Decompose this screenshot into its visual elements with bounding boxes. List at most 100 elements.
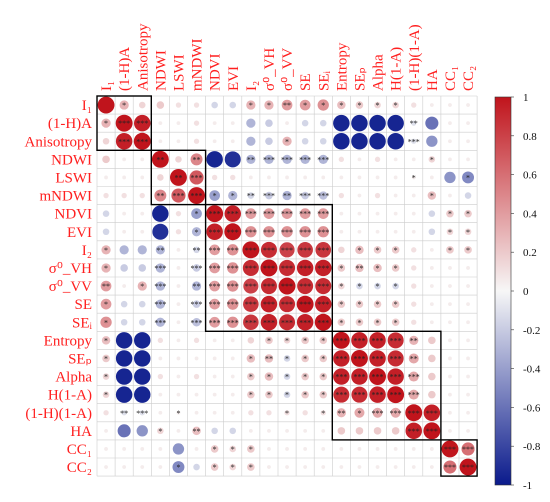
column-label: SE	[298, 73, 314, 91]
correlation-circle	[230, 338, 235, 343]
correlation-circle	[374, 101, 381, 109]
correlation-circle	[260, 295, 278, 313]
correlation-circle	[265, 390, 273, 399]
significance-label: *	[466, 210, 470, 219]
correlation-circle	[133, 132, 151, 150]
correlation-circle	[158, 392, 163, 397]
significance-label: ***	[317, 155, 329, 164]
correlation-circle	[155, 281, 165, 291]
correlation-circle	[301, 119, 309, 127]
correlation-circle	[337, 264, 346, 272]
significance-label: *	[448, 246, 452, 255]
correlation-circle	[193, 337, 200, 344]
significance-label: **	[102, 282, 110, 291]
correlation-circle	[411, 157, 416, 162]
significance-label: *	[285, 391, 289, 400]
correlation-circle	[429, 103, 434, 107]
legend-tick-label: -0.4	[523, 364, 541, 376]
significance-label: *	[321, 101, 325, 110]
significance-label: ***	[317, 228, 329, 237]
significance-label: *	[321, 373, 325, 382]
correlation-circle	[266, 410, 272, 416]
significance-label: *	[466, 173, 470, 182]
correlation-circle	[285, 428, 289, 433]
correlation-circle	[279, 314, 296, 331]
significance-label: *	[303, 391, 307, 400]
significance-label: *	[195, 210, 199, 219]
significance-label: ***	[118, 137, 130, 146]
significance-label: *	[376, 264, 380, 273]
correlation-circle	[191, 227, 202, 237]
correlation-circle	[448, 338, 452, 343]
cluster-box	[150, 149, 207, 206]
significance-label: ***	[191, 318, 203, 327]
correlation-circle	[245, 226, 257, 238]
correlation-circle	[446, 246, 454, 254]
correlation-circle	[446, 228, 454, 236]
correlation-circle	[193, 120, 200, 126]
correlation-circle	[139, 192, 145, 199]
significance-label: **	[410, 354, 418, 363]
correlation-circle	[375, 447, 380, 451]
correlation-circle	[411, 265, 417, 271]
correlation-circle	[176, 302, 181, 307]
correlation-circle	[297, 278, 314, 295]
significance-label: *	[267, 101, 271, 110]
correlation-circle	[429, 247, 434, 252]
correlation-circle	[176, 410, 181, 415]
correlation-circle	[374, 282, 381, 290]
correlation-circle	[466, 121, 470, 126]
significance-label: *	[394, 264, 398, 273]
correlation-circle	[391, 427, 400, 435]
significance-label: ***	[227, 264, 239, 273]
correlation-circle	[121, 410, 127, 416]
significance-label: **	[410, 119, 418, 128]
significance-label: *	[321, 409, 325, 418]
correlation-circle	[265, 191, 273, 200]
correlation-circle	[315, 278, 332, 295]
significance-label: *	[321, 354, 325, 363]
correlation-circle	[369, 368, 386, 385]
correlation-circle	[333, 133, 350, 150]
significance-label: ***	[154, 300, 166, 309]
significance-label: *	[267, 391, 271, 400]
correlation-circle	[338, 192, 345, 199]
significance-label: *	[321, 391, 325, 400]
significance-label: ***	[227, 318, 239, 327]
correlation-circle	[209, 280, 220, 292]
correlation-circle	[102, 391, 110, 398]
correlation-circle	[302, 410, 308, 416]
correlation-circle	[134, 332, 151, 349]
significance-label: **	[410, 336, 418, 345]
significance-label: ***	[136, 409, 148, 418]
correlation-circle	[339, 229, 344, 234]
significance-label: ***	[299, 155, 311, 164]
significance-label: *	[430, 192, 434, 201]
significance-label: ***	[335, 373, 347, 382]
significance-label: ***	[317, 282, 329, 291]
correlation-circle	[212, 392, 217, 397]
significance-label: *	[140, 282, 144, 291]
significance-label: ***	[281, 300, 293, 309]
correlation-circle	[152, 205, 169, 222]
significance-label: *	[339, 264, 343, 273]
correlation-circle	[227, 244, 239, 256]
correlation-circle	[373, 300, 382, 308]
row-label: HA	[70, 424, 92, 440]
significance-label: ***	[263, 192, 275, 201]
correlation-circle	[314, 313, 332, 331]
row-label: CC₂	[67, 460, 92, 476]
significance-label: ***	[299, 300, 311, 309]
row-label: H(1-A)	[48, 388, 92, 404]
correlation-circle	[155, 317, 165, 327]
significance-label: ***	[353, 354, 365, 363]
correlation-circle	[115, 332, 133, 349]
correlation-circle	[209, 262, 220, 274]
significance-label: **	[283, 101, 291, 110]
correlation-circle	[246, 100, 256, 110]
correlation-circle	[405, 404, 423, 422]
significance-label: *	[104, 373, 108, 382]
correlation-circle	[448, 157, 452, 162]
row-label: CC₁	[67, 442, 92, 458]
